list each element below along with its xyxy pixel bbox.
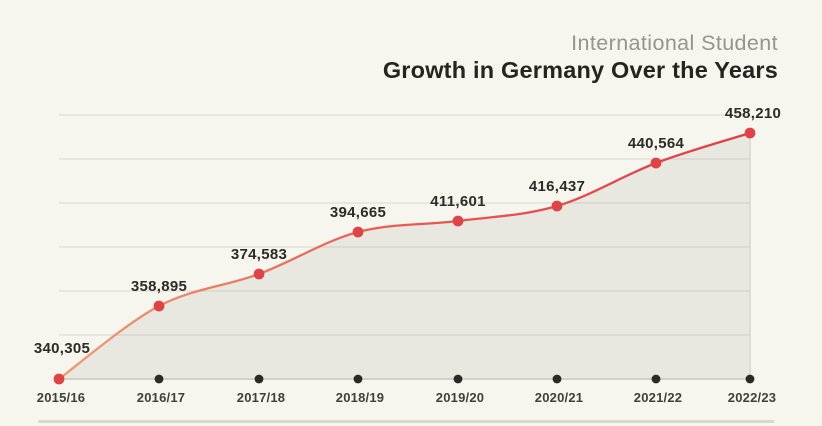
axis-tick-dot bbox=[745, 374, 755, 384]
area-fill bbox=[59, 133, 750, 379]
x-axis-label: 2015/16 bbox=[37, 390, 85, 405]
data-point-dot bbox=[53, 373, 65, 385]
chart-title: International Student Growth in Germany … bbox=[382, 31, 778, 84]
axis-tick-dot bbox=[453, 374, 463, 384]
x-axis-label: 2022/23 bbox=[728, 390, 776, 405]
chart-title-kicker: International Student bbox=[571, 31, 778, 55]
data-value-label: 394,665 bbox=[330, 204, 386, 221]
x-axis-label: 2018/19 bbox=[336, 390, 384, 405]
data-value-label: 340,305 bbox=[34, 340, 90, 357]
data-point-dot bbox=[551, 200, 563, 212]
data-point-dot bbox=[452, 215, 464, 227]
data-value-label: 374,583 bbox=[231, 246, 287, 263]
axis-tick-dot bbox=[651, 374, 661, 384]
axis-tick-dot bbox=[254, 374, 264, 384]
x-axis-label: 2019/20 bbox=[436, 390, 484, 405]
bottom-divider bbox=[38, 420, 774, 423]
data-value-label: 411,601 bbox=[430, 193, 486, 210]
data-point-dot bbox=[744, 127, 756, 139]
x-axis-label: 2017/18 bbox=[237, 390, 285, 405]
data-value-label: 358,895 bbox=[131, 278, 187, 295]
data-point-dot bbox=[352, 226, 364, 238]
x-axis-label: 2016/17 bbox=[137, 390, 185, 405]
axis-tick-dot bbox=[154, 374, 164, 384]
data-point-dot bbox=[253, 268, 265, 280]
chart-title-main: Growth in Germany Over the Years bbox=[382, 57, 778, 84]
data-value-label: 458,210 bbox=[725, 105, 781, 122]
data-point-dot bbox=[650, 157, 662, 169]
data-value-label: 440,564 bbox=[628, 135, 685, 152]
x-axis-label: 2020/21 bbox=[535, 390, 583, 405]
x-axis-label: 2021/22 bbox=[634, 390, 682, 405]
axis-tick-dot bbox=[552, 374, 562, 384]
data-point-dot bbox=[153, 300, 165, 312]
data-value-label: 416,437 bbox=[529, 178, 585, 195]
axis-tick-dot bbox=[353, 374, 363, 384]
